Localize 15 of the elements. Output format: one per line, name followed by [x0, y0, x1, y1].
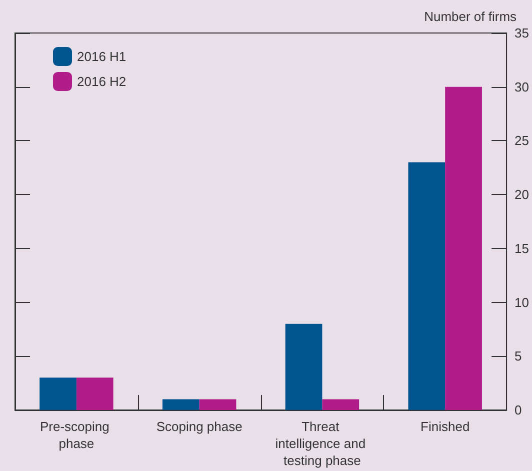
x-tick-label: Scoping phase [156, 419, 242, 434]
y-tick-label: 0 [514, 402, 522, 418]
x-tick-label: Threat intelligence and testing phase [275, 419, 370, 468]
y-tick-label: 10 [514, 294, 530, 310]
x-tick-label: Finished [420, 419, 470, 434]
legend-label: 2016 H1 [77, 49, 126, 64]
y-tick-label: 25 [514, 133, 530, 148]
y-tick-label: 30 [514, 79, 530, 94]
x-tick-label: Pre-scoping phase [40, 419, 113, 451]
y-tick-label: 5 [514, 348, 522, 364]
y-tick-label: 15 [514, 240, 530, 256]
y-tick-label: 35 [514, 26, 530, 40]
y-tick-label: 20 [514, 187, 530, 202]
y-axis-title: Number of firms [424, 9, 518, 24]
legend-label: 2016 H2 [77, 74, 126, 89]
